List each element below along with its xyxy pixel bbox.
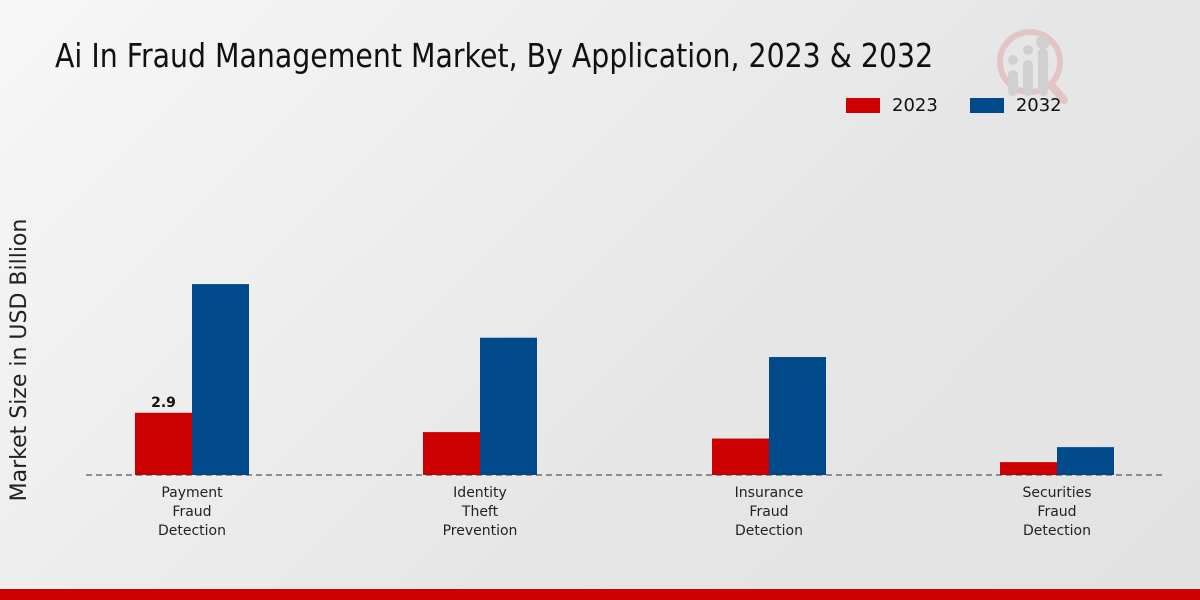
legend-item-2032: 2032 [969,95,1062,116]
x-tick-label: Payment Fraud Detection [158,485,226,539]
x-tick-label: Identity Theft Prevention [443,485,518,539]
y-axis-label: Market Size in USD Billion [7,219,32,502]
bar-2032-3 [1057,447,1114,475]
bar-2023-1 [423,432,480,475]
legend: 2023 2032 [846,95,1094,116]
legend-swatch-2023 [846,98,880,113]
legend-swatch-2032 [969,98,1004,113]
legend-label-2032: 2032 [1015,95,1062,116]
bar-2023-3 [1000,462,1057,475]
bar-2032-2 [769,357,826,475]
bar-2032-1 [480,337,537,475]
legend-item-2023: 2023 [846,95,938,116]
logo-icon [997,29,1068,104]
x-tick-label: Securities Fraud Detection [1022,485,1091,539]
bar-2023-0 [135,412,192,475]
chart-title: Ai In Fraud Management Market, By Applic… [55,36,934,75]
bar-2023-2 [712,438,769,475]
legend-label-2023: 2023 [892,95,938,116]
bottom-accent-bar [0,589,1200,600]
data-label: 2.9 [151,395,176,411]
x-tick-label: Insurance Fraud Detection [735,485,804,539]
bar-2032-0 [192,284,249,475]
